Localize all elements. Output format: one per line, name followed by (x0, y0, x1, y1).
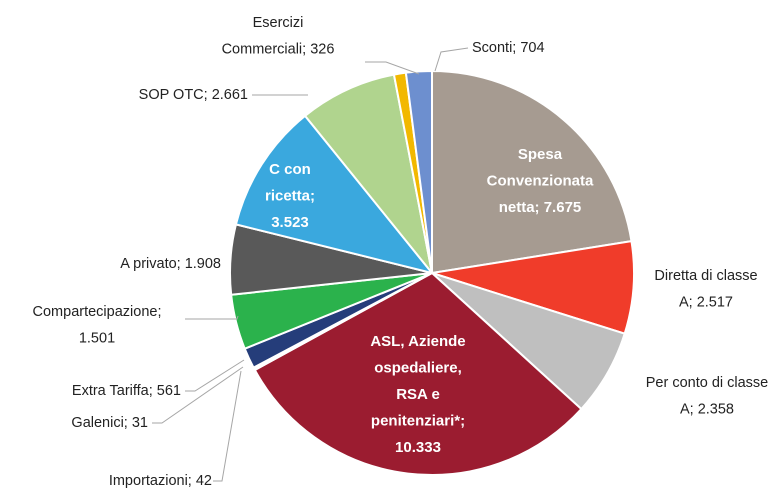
slice (253, 271, 583, 476)
leader-line (185, 315, 239, 320)
slice-label: Spesa Convenzionata netta; 7.675 (487, 146, 594, 216)
slice (303, 73, 433, 274)
leader-line (213, 370, 242, 482)
slices (229, 69, 635, 476)
leader-line (185, 359, 245, 392)
leader-line (365, 61, 420, 75)
leader-line (434, 47, 469, 72)
slice-label: Compartecipazione; 1.501 (33, 304, 162, 347)
slice (404, 69, 433, 274)
slice-label: ASL, Aziende ospedaliere, RSA e penitenziar… (370, 333, 465, 456)
slice-label: Diretta di classe A; 2.517 (654, 268, 757, 311)
slice-label: Per conto di classe A; 2.358 (646, 375, 769, 418)
slice-label: Importazioni; 42 (109, 473, 212, 489)
slice-label: Extra Tariffa; 561 (72, 383, 181, 399)
leader-line (152, 366, 244, 424)
slice-label: SOP OTC; 2.661 (139, 87, 248, 103)
leader-lines (152, 47, 469, 482)
slice-label: Galenici; 31 (71, 415, 148, 431)
slice-label: Sconti; 704 (472, 40, 545, 56)
slice (234, 114, 435, 275)
slice (431, 69, 633, 275)
slice-label: Esercizi Commerciali; 326 (222, 15, 335, 58)
slice-label: C con ricetta; 3.523 (265, 161, 315, 231)
labels: Spesa Convenzionata netta; 7.675 Diretta di… (33, 15, 769, 489)
slice-label: A privato; 1.908 (120, 256, 221, 272)
